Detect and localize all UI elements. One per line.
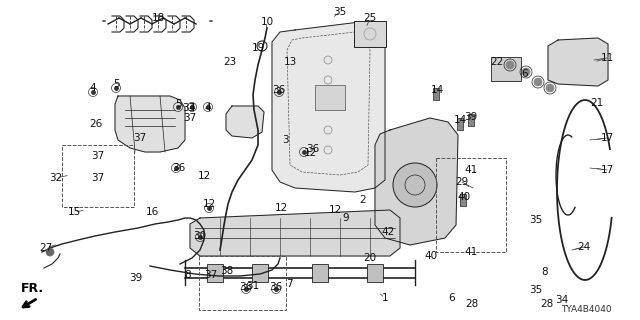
Text: 8: 8 bbox=[185, 270, 191, 280]
FancyBboxPatch shape bbox=[367, 264, 383, 282]
Text: 38: 38 bbox=[220, 266, 234, 276]
Text: 20: 20 bbox=[364, 253, 376, 263]
Text: 16: 16 bbox=[145, 207, 159, 217]
Polygon shape bbox=[190, 210, 400, 256]
FancyBboxPatch shape bbox=[460, 194, 466, 206]
Text: 4: 4 bbox=[189, 103, 195, 113]
Text: 3: 3 bbox=[282, 135, 288, 145]
Text: 6: 6 bbox=[449, 293, 455, 303]
Text: 28: 28 bbox=[465, 299, 479, 309]
Text: 40: 40 bbox=[458, 192, 470, 202]
Text: 24: 24 bbox=[577, 242, 591, 252]
Text: 21: 21 bbox=[590, 98, 604, 108]
Text: 17: 17 bbox=[600, 165, 614, 175]
Text: 14: 14 bbox=[430, 85, 444, 95]
FancyBboxPatch shape bbox=[315, 85, 345, 110]
Text: 23: 23 bbox=[223, 57, 237, 67]
Text: 27: 27 bbox=[40, 243, 52, 253]
Text: 37: 37 bbox=[204, 270, 218, 280]
Text: 35: 35 bbox=[333, 7, 347, 17]
Circle shape bbox=[506, 61, 514, 69]
Text: 15: 15 bbox=[67, 207, 81, 217]
Text: 4: 4 bbox=[205, 103, 211, 113]
Text: TYA4B4040: TYA4B4040 bbox=[561, 306, 611, 315]
Text: 40: 40 bbox=[424, 251, 438, 261]
Text: 29: 29 bbox=[456, 177, 468, 187]
Circle shape bbox=[522, 68, 530, 76]
Polygon shape bbox=[115, 96, 185, 152]
Text: 8: 8 bbox=[541, 267, 548, 277]
Text: 9: 9 bbox=[342, 213, 349, 223]
Text: 12: 12 bbox=[328, 205, 342, 215]
Text: 36: 36 bbox=[269, 282, 283, 292]
Text: 19: 19 bbox=[252, 43, 264, 53]
Text: 7: 7 bbox=[285, 279, 292, 289]
Polygon shape bbox=[375, 118, 458, 245]
Text: 5: 5 bbox=[113, 79, 119, 89]
FancyBboxPatch shape bbox=[312, 264, 328, 282]
Text: 41: 41 bbox=[465, 165, 477, 175]
Circle shape bbox=[46, 248, 54, 256]
Text: 39: 39 bbox=[129, 273, 143, 283]
Text: 35: 35 bbox=[529, 215, 543, 225]
Polygon shape bbox=[548, 38, 608, 86]
Text: 6: 6 bbox=[522, 69, 528, 79]
Text: 34: 34 bbox=[556, 295, 568, 305]
FancyBboxPatch shape bbox=[457, 118, 463, 130]
Text: 12: 12 bbox=[197, 171, 211, 181]
Text: 32: 32 bbox=[49, 173, 63, 183]
Text: 17: 17 bbox=[600, 133, 614, 143]
Text: 4: 4 bbox=[90, 83, 96, 93]
Text: 14: 14 bbox=[453, 115, 467, 125]
Text: 42: 42 bbox=[381, 227, 395, 237]
Text: 41: 41 bbox=[465, 247, 477, 257]
Text: 10: 10 bbox=[260, 17, 273, 27]
FancyBboxPatch shape bbox=[354, 21, 386, 47]
FancyBboxPatch shape bbox=[433, 88, 439, 100]
Text: 35: 35 bbox=[529, 285, 543, 295]
Text: 36: 36 bbox=[239, 282, 253, 292]
Text: 5: 5 bbox=[175, 99, 181, 109]
FancyBboxPatch shape bbox=[252, 264, 268, 282]
Text: 12: 12 bbox=[303, 148, 317, 158]
FancyBboxPatch shape bbox=[207, 264, 223, 282]
Text: 25: 25 bbox=[364, 13, 376, 23]
Text: 33: 33 bbox=[182, 103, 196, 113]
Text: 31: 31 bbox=[246, 281, 260, 291]
Polygon shape bbox=[272, 22, 385, 192]
Text: 18: 18 bbox=[152, 13, 164, 23]
Text: 11: 11 bbox=[600, 53, 614, 63]
Text: 26: 26 bbox=[90, 119, 102, 129]
Text: 12: 12 bbox=[202, 199, 216, 209]
Text: 36: 36 bbox=[307, 144, 319, 154]
Text: 36: 36 bbox=[273, 85, 285, 95]
Text: 2: 2 bbox=[360, 195, 366, 205]
Text: 37: 37 bbox=[184, 113, 196, 123]
Polygon shape bbox=[226, 106, 264, 138]
Text: 1: 1 bbox=[381, 293, 388, 303]
Text: 39: 39 bbox=[465, 112, 477, 122]
Circle shape bbox=[546, 84, 554, 92]
Text: 28: 28 bbox=[540, 299, 554, 309]
Text: 37: 37 bbox=[133, 133, 147, 143]
Text: 37: 37 bbox=[92, 173, 104, 183]
Text: 37: 37 bbox=[92, 151, 104, 161]
Text: 22: 22 bbox=[490, 57, 504, 67]
FancyBboxPatch shape bbox=[468, 114, 474, 126]
Text: 30: 30 bbox=[193, 231, 207, 241]
Circle shape bbox=[534, 78, 542, 86]
Text: 36: 36 bbox=[172, 163, 186, 173]
FancyBboxPatch shape bbox=[491, 57, 521, 81]
Text: 13: 13 bbox=[284, 57, 296, 67]
Text: 12: 12 bbox=[275, 203, 287, 213]
Text: FR.: FR. bbox=[20, 282, 44, 295]
Circle shape bbox=[393, 163, 437, 207]
